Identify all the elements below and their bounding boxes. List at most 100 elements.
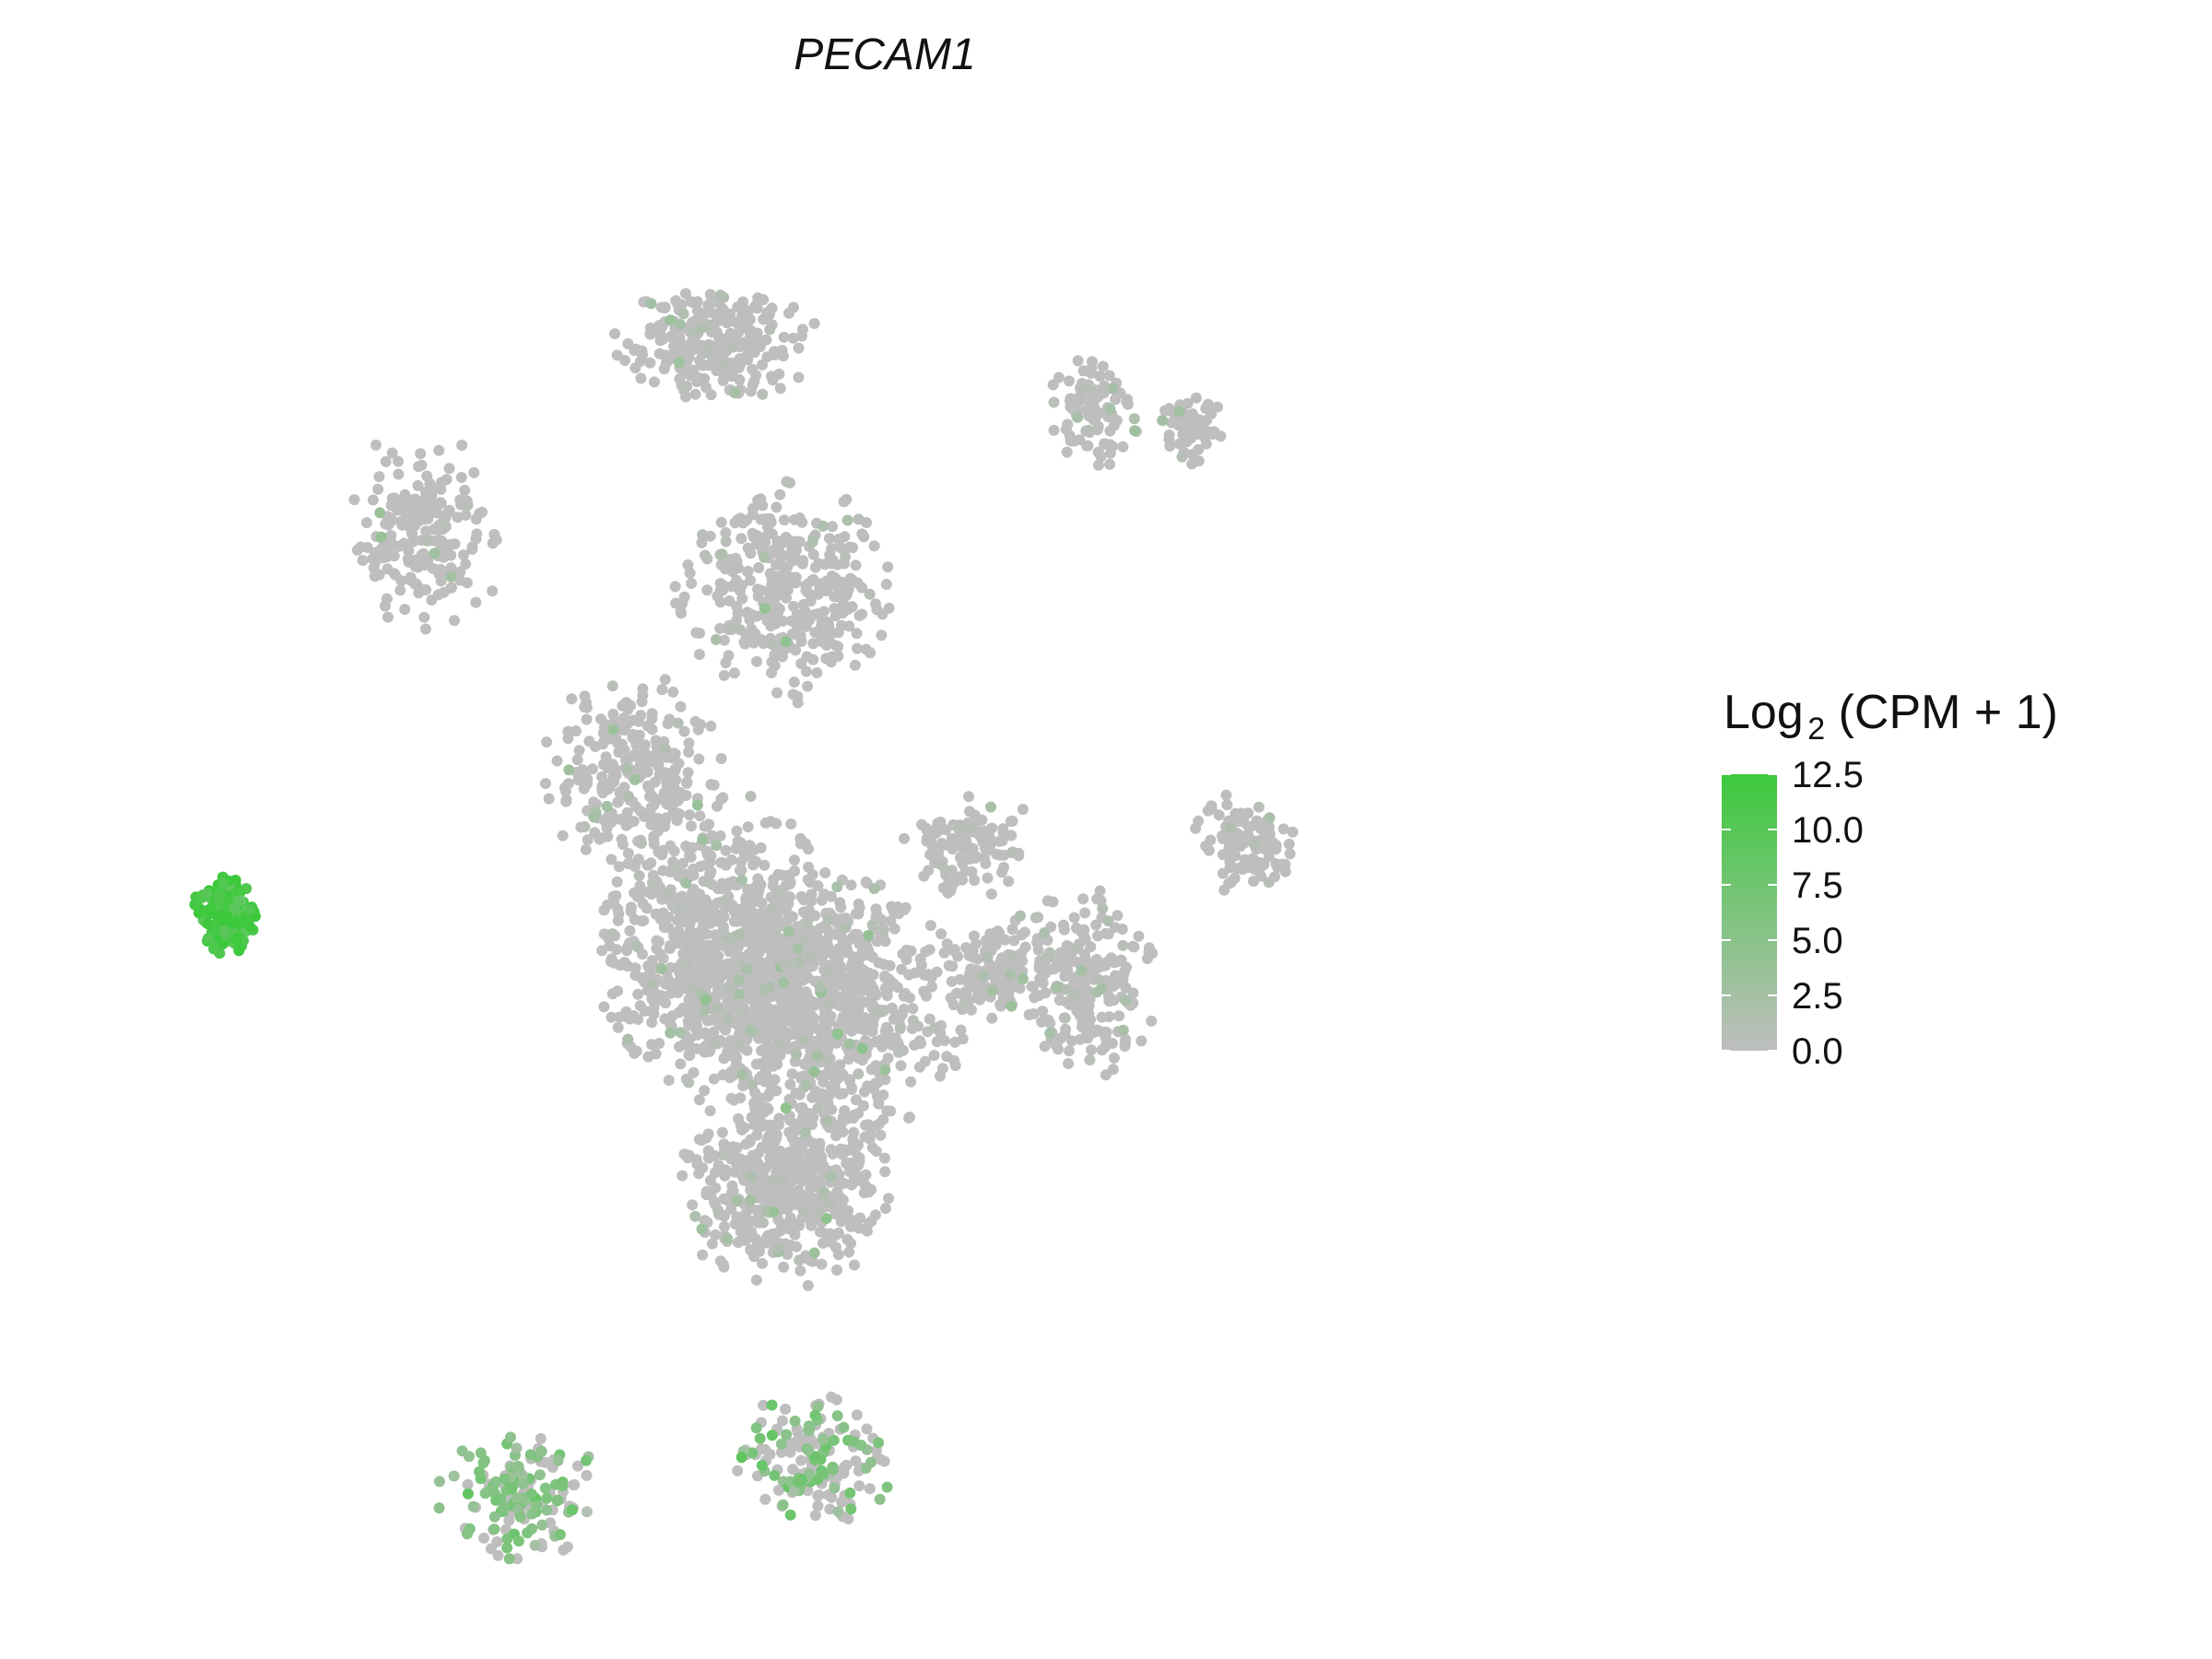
cell-point <box>788 301 799 313</box>
cell-point <box>784 1446 796 1458</box>
cell-point <box>445 571 457 582</box>
cell-point <box>868 540 880 552</box>
cell-point <box>381 593 393 605</box>
cell-point <box>1087 356 1098 368</box>
cell-point <box>715 753 727 764</box>
cell-point <box>529 1539 541 1551</box>
cell-point <box>761 1102 773 1114</box>
cell-point <box>710 1182 722 1194</box>
cell-point <box>671 815 683 827</box>
cell-point <box>847 1134 859 1146</box>
cell-point <box>543 793 555 805</box>
cell-point <box>814 1143 825 1154</box>
cell-point <box>703 1152 714 1164</box>
cell-point <box>597 787 609 799</box>
cell-point <box>761 962 773 974</box>
cell-point <box>760 512 772 524</box>
cell-point <box>620 697 632 709</box>
cell-point <box>474 508 485 520</box>
cell-point <box>826 995 837 1007</box>
cell-point <box>231 934 243 945</box>
cell-point <box>1247 853 1259 865</box>
cell-point <box>844 1214 856 1225</box>
cell-point <box>683 737 695 749</box>
cell-point <box>656 849 668 861</box>
cell-point <box>845 1238 857 1249</box>
cell-point <box>699 372 711 384</box>
cell-point <box>766 656 778 668</box>
cell-point <box>1061 446 1073 458</box>
cell-point <box>665 1027 677 1039</box>
cell-point <box>926 981 937 993</box>
cell-point <box>985 801 996 813</box>
cell-point <box>632 735 644 747</box>
cell-point <box>432 589 444 601</box>
cell-point <box>705 779 717 791</box>
cell-point <box>722 1013 734 1025</box>
legend-tick-label: 2.5 <box>1792 976 1843 1017</box>
cell-point <box>853 513 865 525</box>
cell-point <box>1005 969 1017 981</box>
cell-point <box>818 606 830 618</box>
cell-point <box>747 632 759 644</box>
cell-point <box>1083 424 1095 436</box>
cell-point <box>769 1469 781 1481</box>
cell-point <box>1090 919 1102 931</box>
cell-point <box>244 921 256 933</box>
cell-point <box>766 1399 778 1411</box>
cell-point <box>709 1167 721 1179</box>
cell-point <box>851 628 863 640</box>
cell-point <box>645 978 657 990</box>
cell-point <box>597 727 609 739</box>
cell-point <box>879 1074 891 1086</box>
cell-point <box>815 635 827 647</box>
cell-point <box>766 302 778 314</box>
cell-point <box>899 832 910 844</box>
cell-point <box>677 857 688 869</box>
cell-point <box>756 1460 768 1471</box>
cell-point <box>1075 1010 1086 1022</box>
cell-point <box>751 538 762 550</box>
cell-point <box>766 1430 778 1441</box>
cell-point <box>715 516 727 528</box>
cell-point <box>827 1066 839 1077</box>
cell-point <box>1017 973 1029 984</box>
cell-point <box>803 1444 815 1456</box>
cell-point <box>1120 994 1132 1006</box>
cell-point <box>731 825 743 837</box>
cell-point <box>1064 999 1076 1011</box>
cell-point <box>433 444 445 456</box>
cell-point <box>233 945 245 957</box>
legend-tick-label: 12.5 <box>1792 755 1864 795</box>
cell-point <box>871 604 883 616</box>
cell-point <box>838 496 850 508</box>
cell-point <box>759 536 771 548</box>
cell-point <box>202 933 214 945</box>
cell-point <box>755 493 767 505</box>
cell-point <box>677 1170 688 1182</box>
cell-point <box>1058 919 1069 931</box>
cell-point <box>860 877 872 888</box>
cell-point <box>829 1482 841 1494</box>
cell-point <box>923 865 935 877</box>
cell-point <box>782 577 794 588</box>
cell-point <box>768 1206 780 1218</box>
cell-point <box>1041 951 1053 963</box>
cell-point <box>957 874 969 886</box>
cell-point <box>877 1113 889 1125</box>
cell-point <box>705 720 717 732</box>
cell-point <box>952 950 964 962</box>
cell-point <box>817 583 829 595</box>
cell-point <box>615 747 627 759</box>
cell-point <box>882 1024 894 1036</box>
cell-point <box>1077 996 1089 1008</box>
cell-point <box>700 549 711 561</box>
cell-point <box>777 994 789 1006</box>
cell-point <box>1006 1000 1018 1012</box>
cell-point <box>636 696 648 708</box>
cell-point <box>649 326 661 338</box>
cell-point <box>735 1092 747 1104</box>
cell-point <box>1076 382 1088 394</box>
cell-point <box>724 595 735 606</box>
cell-point <box>1113 1010 1125 1022</box>
